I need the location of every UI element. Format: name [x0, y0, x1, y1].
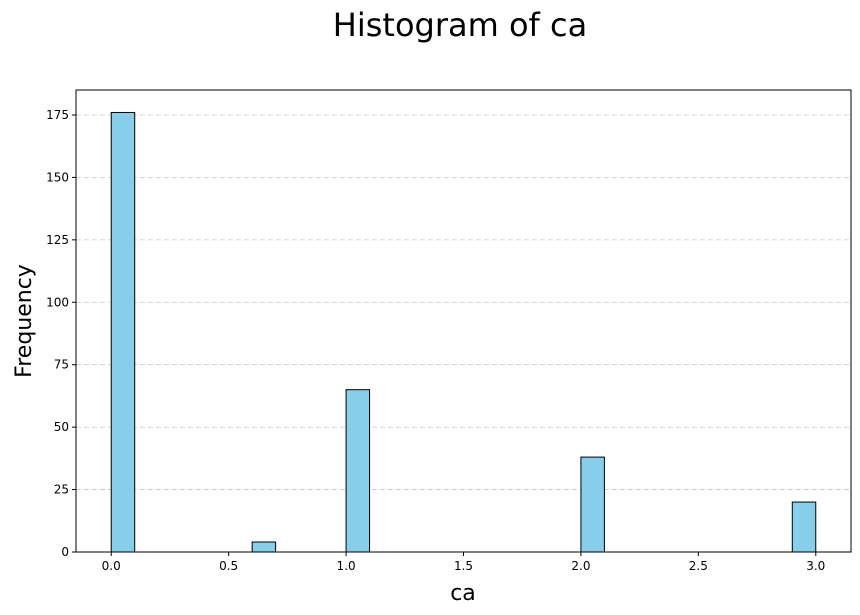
chart-title: Histogram of ca [333, 6, 587, 44]
x-tick-label: 3.0 [806, 559, 825, 573]
bars [110, 111, 817, 553]
x-tick-label: 1.0 [337, 559, 356, 573]
y-ticks: 0 25 50 75 100 125 150 175 [46, 108, 76, 559]
x-tick-label: 2.5 [689, 559, 708, 573]
histogram-bar [791, 501, 817, 553]
x-tick-label: 1.5 [454, 559, 473, 573]
grid-lines [76, 114, 851, 553]
x-axis-label: ca [450, 581, 476, 606]
y-tick-label: 150 [46, 170, 69, 184]
plot-frame [75, 89, 852, 553]
y-tick-label: 125 [46, 233, 69, 247]
x-tick-label: 2.0 [571, 559, 590, 573]
y-tick-label: 75 [54, 358, 69, 372]
y-tick-label: 50 [54, 420, 69, 434]
y-tick-label: 175 [46, 108, 69, 122]
x-tick-label: 0.0 [102, 559, 121, 573]
histogram-bar [110, 111, 136, 553]
histogram-bar [251, 541, 277, 553]
histogram-bar [345, 389, 371, 553]
y-tick-label: 25 [54, 483, 69, 497]
histogram-bar [580, 456, 605, 553]
y-tick-label: 100 [46, 295, 69, 309]
y-tick-label: 0 [61, 545, 69, 559]
x-tick-label: 0.5 [219, 559, 238, 573]
y-axis-label: Frequency [12, 264, 37, 378]
x-ticks: 0.0 0.5 1.0 1.5 2.0 2.5 3.0 [102, 552, 825, 573]
